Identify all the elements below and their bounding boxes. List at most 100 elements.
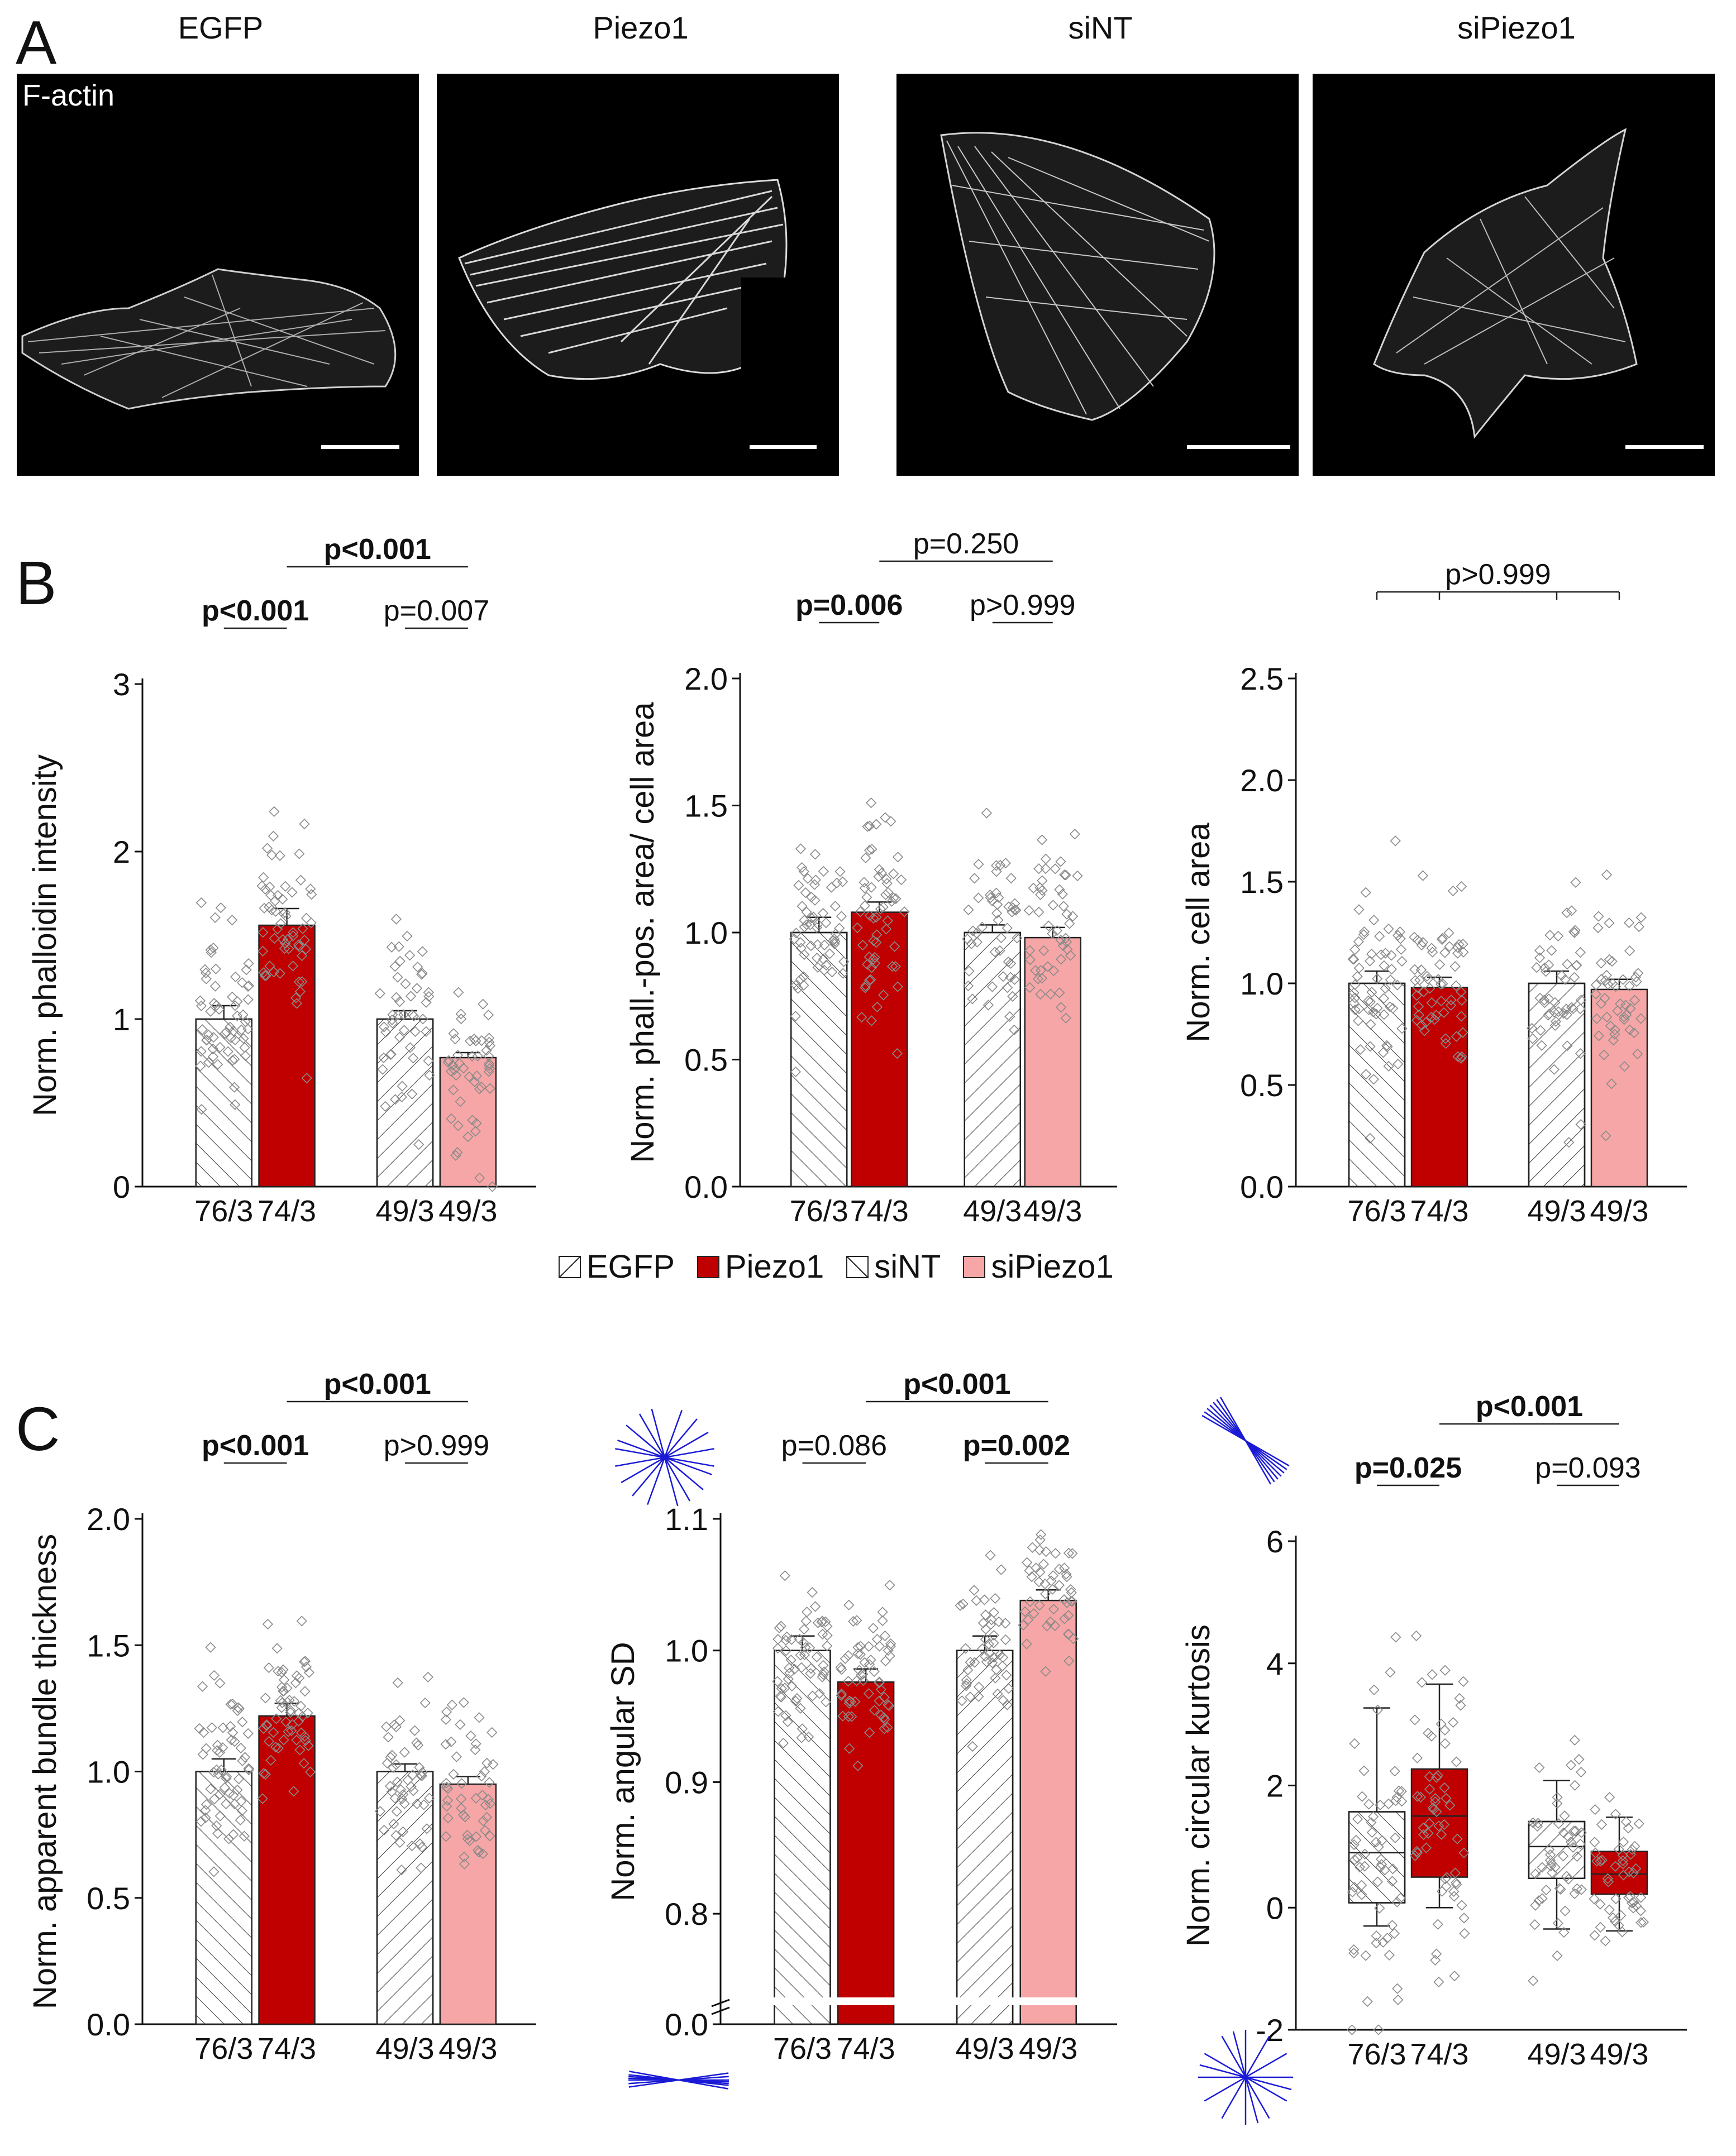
data-point <box>194 1723 205 1734</box>
x-tick-label: 49/3 <box>956 2032 1014 2066</box>
data-point <box>864 952 875 963</box>
data-point <box>1435 1829 1447 1840</box>
data-point <box>1573 1754 1585 1765</box>
data-point <box>1072 870 1083 882</box>
data-point <box>1028 882 1039 894</box>
x-tick-label: 49/3 <box>375 2032 434 2066</box>
data-point <box>1009 1024 1020 1036</box>
data-point <box>294 1672 305 1684</box>
data-point <box>227 1055 238 1066</box>
data-point <box>209 912 221 923</box>
data-point <box>1570 1825 1581 1837</box>
data-point <box>1353 1003 1365 1015</box>
chart-B3: 0.0 0.5 1.0 1.5 2.0 2.5 Norm. cell area 76/3 74/… <box>1180 558 1687 1228</box>
data-point <box>852 1648 864 1660</box>
data-point <box>1456 995 1467 1006</box>
data-point <box>1028 1608 1039 1619</box>
data-point <box>295 1700 307 1712</box>
bar-break-gap <box>1018 1997 1079 2005</box>
data-point <box>226 1734 237 1746</box>
data-point <box>874 1641 885 1652</box>
data-point <box>1535 1025 1546 1036</box>
x-tick-label: 49/3 <box>438 1194 497 1228</box>
data-point <box>1565 1760 1577 1771</box>
comparison-label: p=0.002 <box>963 1430 1070 1462</box>
data-point <box>1390 835 1401 847</box>
data-point <box>1456 1051 1467 1062</box>
data-point <box>1026 1571 1037 1583</box>
data-point <box>995 1564 1007 1575</box>
orientation-glyph-low-kurtosis <box>1198 2030 1293 2125</box>
legend-swatch-sint <box>846 1255 869 1278</box>
data-point <box>988 1652 1000 1663</box>
data-point <box>1375 949 1387 960</box>
y-tick-label: 0.0 <box>684 1169 728 1204</box>
bar <box>1348 982 1406 1188</box>
data-point <box>1363 1004 1375 1015</box>
data-point <box>1545 1849 1556 1861</box>
data-point <box>1532 1820 1543 1832</box>
box-hatch <box>1348 1811 1406 1904</box>
data-point <box>306 917 317 929</box>
data-point <box>1617 1855 1629 1866</box>
data-point <box>211 1764 222 1776</box>
data-point <box>985 1619 996 1630</box>
data-point <box>1042 961 1053 972</box>
data-point <box>1053 1564 1065 1575</box>
data-point <box>442 1057 454 1068</box>
data-point <box>1627 1844 1638 1855</box>
data-point <box>1569 1780 1581 1791</box>
data-point <box>451 1070 462 1081</box>
data-point <box>272 924 283 935</box>
data-point <box>1419 1025 1430 1036</box>
data-point <box>1363 1799 1375 1810</box>
data-point <box>404 950 416 961</box>
comparison-label: p<0.001 <box>202 595 309 627</box>
bar-bg <box>258 924 316 1188</box>
data-point <box>1380 983 1391 994</box>
data-point <box>840 1653 851 1664</box>
data-point <box>1033 1576 1045 1588</box>
data-point <box>195 897 207 909</box>
data-point <box>821 917 832 929</box>
data-point <box>241 964 252 976</box>
data-point <box>837 1710 848 1722</box>
data-point <box>442 1783 454 1794</box>
data-point <box>1058 1594 1070 1605</box>
data-point <box>1441 1872 1453 1883</box>
data-point <box>1452 1051 1463 1062</box>
data-point <box>961 1678 972 1689</box>
data-point <box>1413 1009 1424 1021</box>
data-point <box>392 972 403 983</box>
data-point <box>1347 953 1358 965</box>
data-point <box>961 1674 972 1686</box>
data-point <box>484 1032 495 1044</box>
data-point <box>259 902 270 914</box>
data-point <box>1360 1950 1371 1961</box>
data-point <box>295 874 307 886</box>
data-point <box>1357 1791 1368 1802</box>
data-point <box>390 1759 402 1770</box>
axis-break-mark <box>711 1999 730 2007</box>
data-point <box>385 1752 396 1763</box>
data-point <box>1530 1868 1541 1880</box>
data-point <box>213 1003 225 1015</box>
data-point <box>283 1726 294 1737</box>
data-point <box>407 1009 418 1020</box>
data-point <box>1038 1559 1050 1570</box>
data-point <box>866 1015 877 1026</box>
data-point <box>217 1742 228 1753</box>
data-point <box>1349 944 1361 955</box>
bar-bg <box>837 1681 895 2025</box>
x-tick-label: 49/3 <box>963 1194 1022 1228</box>
data-point <box>1618 974 1629 985</box>
data-point <box>806 892 817 903</box>
data-point <box>865 974 876 986</box>
y-tick-label: 2 <box>113 834 130 869</box>
data-point <box>1576 1767 1587 1778</box>
data-point <box>800 1615 812 1627</box>
data-point <box>462 1829 473 1841</box>
data-point <box>231 1010 243 1021</box>
data-point <box>864 1727 875 1738</box>
data-point <box>798 971 809 982</box>
